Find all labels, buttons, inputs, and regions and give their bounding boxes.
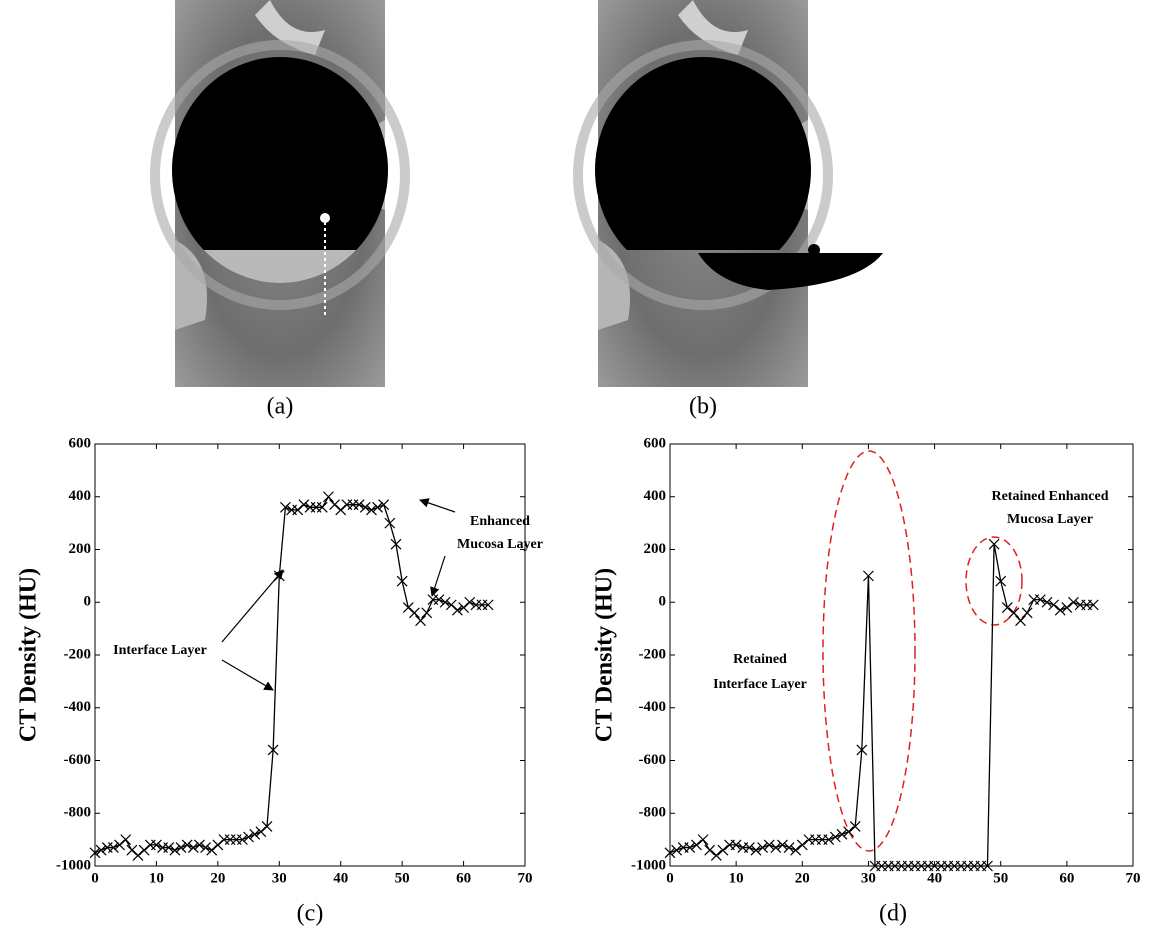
x-marker xyxy=(1022,608,1032,618)
x-marker xyxy=(133,850,143,860)
y-tick-label: -200 xyxy=(639,646,667,662)
y-tick-label: 200 xyxy=(644,541,667,557)
x-marker xyxy=(718,845,728,855)
x-marker xyxy=(705,845,715,855)
annotation: Mucosa Layer xyxy=(1007,512,1093,527)
annotation: Interface Layer xyxy=(113,643,207,658)
x-tick-label: 40 xyxy=(333,870,348,886)
x-tick-label: 60 xyxy=(1059,870,1074,886)
x-marker xyxy=(385,518,395,528)
annotation-arrow xyxy=(420,500,455,512)
x-marker xyxy=(127,845,137,855)
x-tick-label: 50 xyxy=(395,870,410,886)
y-tick-label: 0 xyxy=(659,594,667,610)
x-marker xyxy=(422,608,432,618)
x-tick-label: 60 xyxy=(456,870,471,886)
chart-caption: (d) xyxy=(879,901,907,927)
y-tick-label: 0 xyxy=(84,594,92,610)
x-marker xyxy=(698,835,708,845)
y-tick-label: -800 xyxy=(639,805,667,821)
figure: (a) (b) -1000-800-600-400-20002004006000… xyxy=(0,0,1157,936)
x-marker xyxy=(121,835,131,845)
y-tick-label: -600 xyxy=(639,752,667,768)
x-tick-label: 20 xyxy=(210,870,225,886)
y-tick-label: -1000 xyxy=(56,857,91,873)
x-tick-label: 10 xyxy=(149,870,164,886)
highlight-ellipse xyxy=(823,451,915,851)
annotation: Retained Enhanced xyxy=(991,489,1108,504)
data-line xyxy=(95,497,488,856)
x-tick-label: 0 xyxy=(91,870,99,886)
y-tick-label: 200 xyxy=(69,541,92,557)
y-tick-label: -600 xyxy=(64,752,92,768)
x-marker xyxy=(409,608,419,618)
chart-caption: (c) xyxy=(297,901,324,927)
annotation-arrow xyxy=(222,660,273,690)
y-axis-label: CT Density (HU) xyxy=(592,568,618,742)
y-tick-label: -800 xyxy=(64,805,92,821)
x-marker xyxy=(1002,603,1012,613)
x-tick-label: 70 xyxy=(1126,870,1141,886)
x-tick-label: 20 xyxy=(795,870,810,886)
x-marker xyxy=(336,505,346,515)
image-caption: (a) xyxy=(267,394,294,420)
x-tick-label: 70 xyxy=(518,870,533,886)
x-marker xyxy=(797,840,807,850)
x-tick-label: 50 xyxy=(993,870,1008,886)
x-tick-label: 30 xyxy=(272,870,287,886)
y-tick-label: 400 xyxy=(69,488,92,504)
y-tick-label: 600 xyxy=(69,435,92,451)
x-marker xyxy=(416,616,426,626)
x-marker xyxy=(323,492,333,502)
ct-image-a xyxy=(155,0,405,387)
x-marker xyxy=(711,850,721,860)
x-tick-label: 10 xyxy=(729,870,744,886)
y-tick-label: 600 xyxy=(644,435,667,451)
y-tick-label: -1000 xyxy=(631,857,666,873)
annotation: Mucosa Layer xyxy=(457,537,543,552)
x-marker xyxy=(1009,608,1019,618)
x-tick-label: 30 xyxy=(861,870,876,886)
annotation: Enhanced xyxy=(470,514,530,529)
x-marker xyxy=(1016,616,1026,626)
data-line xyxy=(670,544,1093,866)
x-marker xyxy=(403,603,413,613)
x-marker xyxy=(213,840,223,850)
annotation-arrow xyxy=(432,556,445,596)
x-marker xyxy=(330,500,340,510)
x-marker xyxy=(139,845,149,855)
image-caption: (b) xyxy=(689,394,717,420)
annotation: Retained xyxy=(733,652,787,667)
y-tick-label: 400 xyxy=(644,488,667,504)
x-tick-label: 40 xyxy=(927,870,942,886)
annotation-arrow xyxy=(222,570,283,642)
annotation: Interface Layer xyxy=(713,677,807,692)
y-tick-label: -400 xyxy=(639,699,667,715)
y-axis-label: CT Density (HU) xyxy=(16,568,42,742)
ct-image-b xyxy=(578,0,883,387)
y-tick-label: -400 xyxy=(64,699,92,715)
x-tick-label: 0 xyxy=(666,870,674,886)
y-tick-label: -200 xyxy=(64,646,92,662)
